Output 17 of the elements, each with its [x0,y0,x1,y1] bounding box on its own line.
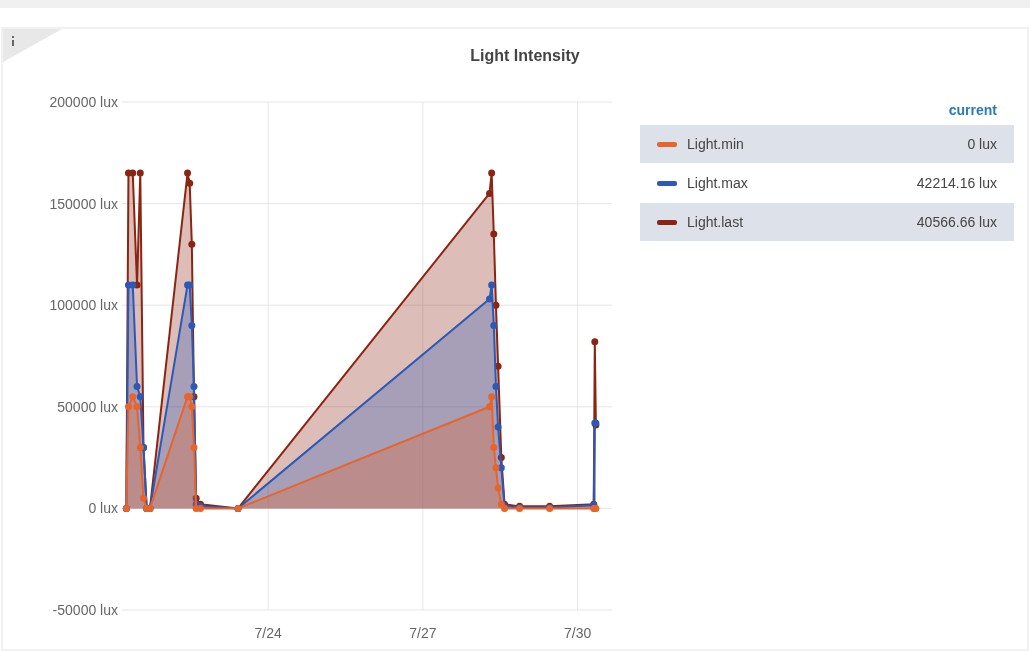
text: 40566.66 lux [916,213,997,230]
y-tick-label: 50000 lux [57,398,118,415]
y-tick-label: 100000 lux [49,297,118,314]
y-tick-label: 200000 lux [49,93,118,110]
y-tick-label: -50000 lux [52,601,118,618]
text: current [948,102,998,118]
y-tick-label: 0 lux [88,500,118,517]
x-tick-label: 7/27 [409,625,437,641]
legend-label: Light.min [687,135,744,152]
y-tick-label: 150000 lux [49,195,118,212]
legend-label: Light.last [687,213,744,230]
x-tick-label: 7/30 [563,625,592,641]
text: 42214.16 lux [916,174,997,191]
x-tick-label: 7/24 [254,625,282,641]
legend-label: Light.max [687,174,748,191]
text: 0 lux [967,135,997,152]
chart-title: Light Intensity [470,47,580,64]
